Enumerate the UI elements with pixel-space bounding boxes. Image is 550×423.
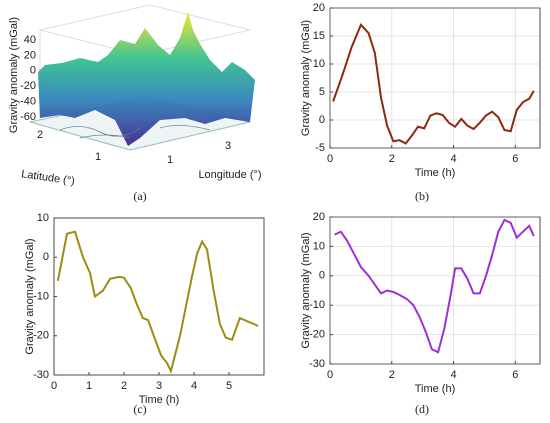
x-tick-label: 2 xyxy=(121,380,127,392)
x-tick-label: 4 xyxy=(450,153,456,165)
panel-label: (b) xyxy=(415,189,429,203)
x-tick-label: 2 xyxy=(389,153,395,165)
y-axis-label: Gravity anomaly (mGal) xyxy=(300,232,312,348)
data-line xyxy=(334,218,535,354)
panel-label: (c) xyxy=(133,402,146,416)
x-tick-label: 3 xyxy=(156,380,162,392)
z-tick-label: 40 xyxy=(24,34,36,46)
y-axis-label: Gravity anomaly (mGal) xyxy=(24,238,36,354)
y-axis-label: Longitude (°) xyxy=(198,169,261,181)
y-tick-label: 0 xyxy=(43,251,49,263)
y-tick-label: -30 xyxy=(33,369,49,381)
surface-decoration xyxy=(29,4,255,151)
panel-label: (d) xyxy=(415,402,429,416)
y-tick-label: 5 xyxy=(319,86,325,98)
z-axis-label: Gravity anomaly (mGal) xyxy=(8,17,20,133)
y-tick-label: -10 xyxy=(33,290,49,302)
y-tick-label: -20 xyxy=(33,330,49,342)
y-tick-label: 10 xyxy=(37,212,49,224)
x-tick-label: 0 xyxy=(51,380,57,392)
z-tick-label: 20 xyxy=(24,49,36,61)
y-tick-label: 3 xyxy=(225,140,231,152)
y-tick-label: -10 xyxy=(309,299,325,311)
y-tick-label: -30 xyxy=(309,358,325,370)
plot-area xyxy=(329,216,541,365)
y-tick-label: -20 xyxy=(309,329,325,341)
z-tick-label: -40 xyxy=(20,96,36,108)
x-tick-label: 1 xyxy=(95,151,101,163)
x-axis-label: Latitude (°) xyxy=(20,168,75,187)
y-tick-label: 10 xyxy=(313,58,325,70)
y-tick-label: 20 xyxy=(313,2,325,14)
plot-frame xyxy=(329,216,541,365)
x-axis-label: Time (h) xyxy=(139,394,180,406)
x-axis-label: Time (h) xyxy=(415,167,456,179)
x-tick-label: 0 xyxy=(327,369,333,381)
x-tick-label: 0 xyxy=(327,153,333,165)
y-tick-label: 0 xyxy=(319,114,325,126)
y-tick-label: 0 xyxy=(319,270,325,282)
z-tick-label: -20 xyxy=(20,80,36,92)
y-tick-label: 10 xyxy=(313,240,325,252)
x-tick-label: 4 xyxy=(450,369,456,381)
x-tick-label: 2 xyxy=(389,369,395,381)
panel-label: (a) xyxy=(133,189,146,203)
x-tick-label: 5 xyxy=(226,380,232,392)
z-tick-label: -60 xyxy=(20,111,36,123)
x-tick-label: 1 xyxy=(86,380,92,392)
data-line xyxy=(332,22,535,145)
z-tick-label: 0 xyxy=(30,65,36,77)
plot-frame xyxy=(329,7,541,149)
plot-area xyxy=(329,7,541,149)
data-line xyxy=(56,230,259,374)
y-axis-label: Gravity anomaly (mGal) xyxy=(300,20,312,136)
y-tick-label: 1 xyxy=(167,154,173,166)
x-tick-label: 6 xyxy=(512,153,518,165)
y-tick-label: 20 xyxy=(313,211,325,223)
y-tick-label: -5 xyxy=(315,142,325,154)
x-tick-label: 2 xyxy=(37,129,43,141)
x-tick-label: 4 xyxy=(191,380,197,392)
plot-frame xyxy=(53,217,265,376)
x-tick-label: 6 xyxy=(512,369,518,381)
y-tick-label: 15 xyxy=(313,30,325,42)
x-axis-label: Time (h) xyxy=(415,383,456,395)
